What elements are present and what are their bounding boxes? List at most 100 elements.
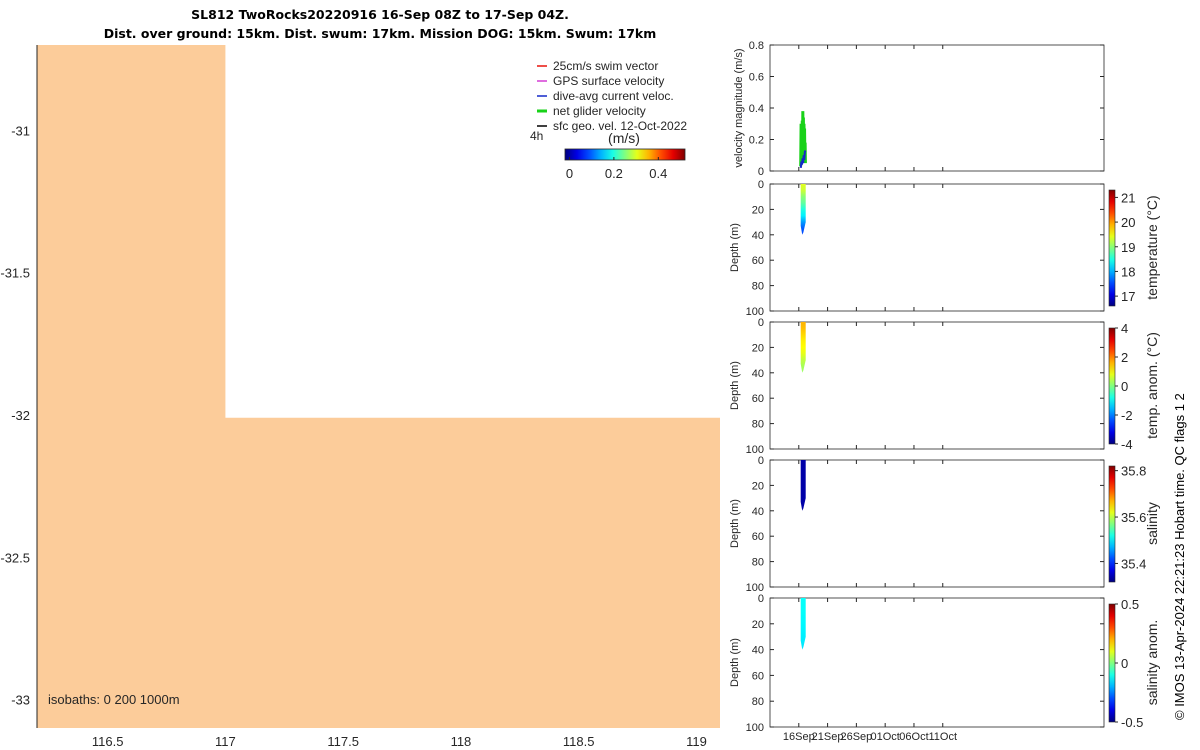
velocity-y-tick-label: 0.8 [749,40,764,52]
time-tick-label: 21Sep [812,731,844,743]
colorbar-tick-label: 21 [1121,190,1135,205]
legend-entry: dive-avg current veloc. [553,89,674,103]
depth-y-tick-label: 0 [758,593,764,605]
depth-y-tick-label: 100 [746,306,764,318]
panel-colorbar [1108,603,1116,723]
colorbar-label: temperature (°C) [1144,195,1160,299]
colorbar-tick-label: -2 [1121,408,1133,423]
velocity-y-axis-label: velocity magnitude (m/s) [733,48,745,167]
colorbar-tick-label: 4 [1121,321,1128,336]
depth-y-axis-label: Depth (m) [729,638,741,687]
colorbar-tick-label: 35.6 [1121,510,1146,525]
colorbar-unit-label: (m/s) [608,130,640,146]
depth-y-tick-label: 60 [752,670,764,682]
depth-y-tick-label: 100 [746,444,764,456]
time-tick-label: 11Oct [928,731,957,743]
velocity-y-tick-label: 0.4 [749,103,764,115]
map-y-tick-label: -33 [11,693,30,708]
colorbar-tick-label: 0.2 [605,166,623,181]
colorbar-tick-label: -4 [1121,437,1133,452]
colorbar-tick-label: 35.8 [1121,464,1146,479]
depth-y-tick-label: 80 [752,281,764,293]
depth-y-tick-label: 100 [746,722,764,734]
depth-y-axis-label: Depth (m) [729,223,741,272]
colorbar-tick-label: -0.5 [1121,715,1143,730]
copyright-note: © IMOS 13-Apr-2024 22:21:23 Hobart time.… [1172,393,1187,720]
panel-colorbar [1108,189,1116,307]
colorbar-tick-label: 17 [1121,289,1135,304]
colorbar-label: temp. anom. (°C) [1144,332,1160,439]
colorbar-tick-label: 0.5 [1121,597,1139,612]
chart-title-line2: Dist. over ground: 15km. Dist. swum: 17k… [103,26,657,41]
map-x-tick-label: 117.5 [327,734,359,749]
panel-colorbar [1108,327,1116,445]
panel-frame [769,44,1105,172]
depth-y-tick-label: 0 [758,317,764,329]
map-x-tick-label: 116.5 [92,734,124,749]
map-x-tick-label: 118 [451,734,472,749]
panel-colorbar [1108,465,1116,583]
colorbar-label: salinity anom. [1144,620,1160,706]
legend-entry: net glider velocity [553,104,646,118]
map-y-tick-label: -32.5 [0,550,30,565]
depth-y-tick-label: 20 [752,204,764,216]
map-x-tick-label: 119 [686,734,707,749]
colorbar-label: salinity [1144,502,1160,545]
depth-y-tick-label: 40 [752,506,764,518]
legend-entry: GPS surface velocity [553,74,664,88]
panel-frame [769,183,1105,312]
colorbar-tick-label: 19 [1121,240,1135,255]
colorbar-tick-label: 0.4 [649,166,667,181]
colorbar-tick-label: 0 [566,166,573,181]
depth-y-tick-label: 40 [752,368,764,380]
depth-y-axis-label: Depth (m) [729,499,741,548]
velocity-y-tick-label: 0 [758,166,764,178]
colorbar-tick-label: 0 [1121,656,1128,671]
colorbar-tick-label: 0 [1121,379,1128,394]
panel-frame [769,459,1105,588]
depth-y-tick-label: 60 [752,255,764,267]
legend-entry: 25cm/s swim vector [553,59,658,73]
depth-y-tick-label: 0 [758,455,764,467]
panel-frame [769,321,1105,450]
depth-y-tick-label: 100 [746,582,764,594]
depth-y-tick-label: 80 [752,696,764,708]
speed-colorbar [564,148,686,161]
map-y-tick-label: -31.5 [0,266,30,281]
velocity-y-tick-label: 0.6 [749,72,764,84]
panel-frame [769,597,1105,728]
chart-title-line1: SL812 TwoRocks20220916 16-Sep 08Z to 17-… [191,7,569,22]
depth-y-tick-label: 40 [752,230,764,242]
depth-y-tick-label: 40 [752,645,764,657]
profile-data-patch [800,598,806,650]
profile-data-patch [800,184,806,235]
legend-entry: sfc geo. vel. 12-Oct-2022 [553,119,687,133]
velocity-y-tick-label: 0.2 [749,135,764,147]
depth-y-tick-label: 20 [752,480,764,492]
depth-y-tick-label: 80 [752,419,764,431]
depth-y-tick-label: 60 [752,531,764,543]
depth-y-tick-label: 60 [752,393,764,405]
colorbar-tick-label: 18 [1121,264,1135,279]
map-y-tick-label: -31 [11,123,30,138]
velocity-series-line [799,111,807,167]
profile-data-patch [800,322,806,373]
depth-y-axis-label: Depth (m) [729,361,741,410]
colorbar-tick-label: 2 [1121,350,1128,365]
depth-y-tick-label: 20 [752,619,764,631]
map-y-tick-label: -32 [11,408,30,423]
land-mass [37,45,720,728]
colorbar-tick-label: 20 [1121,215,1135,230]
time-step-label: 4h [530,129,543,143]
time-tick-label: 01Oct [870,731,899,743]
map-x-tick-label: 117 [215,734,236,749]
depth-y-tick-label: 80 [752,557,764,569]
isobaths-label: isobaths: 0 200 1000m [48,692,180,707]
profile-data-patch [800,460,806,511]
time-tick-label: 16Sep [783,731,815,743]
time-tick-label: 26Sep [840,731,872,743]
velocity-series-line [799,150,807,168]
colorbar-tick-label: 35.4 [1121,556,1146,571]
depth-y-tick-label: 0 [758,179,764,191]
